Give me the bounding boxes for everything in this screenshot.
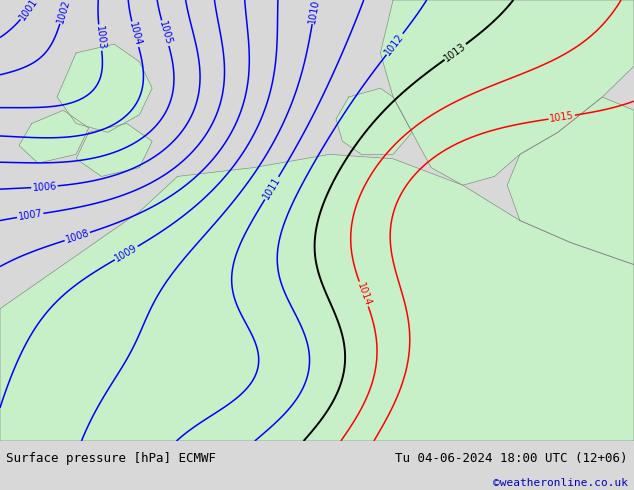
Text: 1013: 1013	[443, 41, 468, 63]
Text: 1002: 1002	[55, 0, 72, 24]
Text: 1008: 1008	[64, 228, 91, 245]
Polygon shape	[76, 123, 152, 176]
Polygon shape	[57, 44, 152, 132]
Text: 1015: 1015	[549, 110, 574, 124]
Polygon shape	[0, 154, 634, 441]
Text: 1010: 1010	[307, 0, 321, 24]
Text: 1012: 1012	[383, 31, 406, 57]
Text: 1001: 1001	[18, 0, 40, 22]
Polygon shape	[507, 97, 634, 265]
Text: 1005: 1005	[157, 20, 174, 47]
Text: 1003: 1003	[94, 25, 107, 50]
Text: 1004: 1004	[127, 21, 143, 48]
Polygon shape	[19, 110, 89, 163]
Text: 1007: 1007	[17, 209, 43, 222]
Text: 1006: 1006	[32, 181, 57, 193]
Text: Tu 04-06-2024 18:00 UTC (12+06): Tu 04-06-2024 18:00 UTC (12+06)	[395, 452, 628, 465]
Text: 1009: 1009	[113, 243, 139, 264]
Text: 1014: 1014	[355, 281, 373, 307]
Polygon shape	[336, 88, 412, 154]
Text: Surface pressure [hPa] ECMWF: Surface pressure [hPa] ECMWF	[6, 452, 216, 465]
Text: ©weatheronline.co.uk: ©weatheronline.co.uk	[493, 478, 628, 488]
Polygon shape	[380, 0, 634, 185]
Text: 1011: 1011	[261, 175, 282, 201]
